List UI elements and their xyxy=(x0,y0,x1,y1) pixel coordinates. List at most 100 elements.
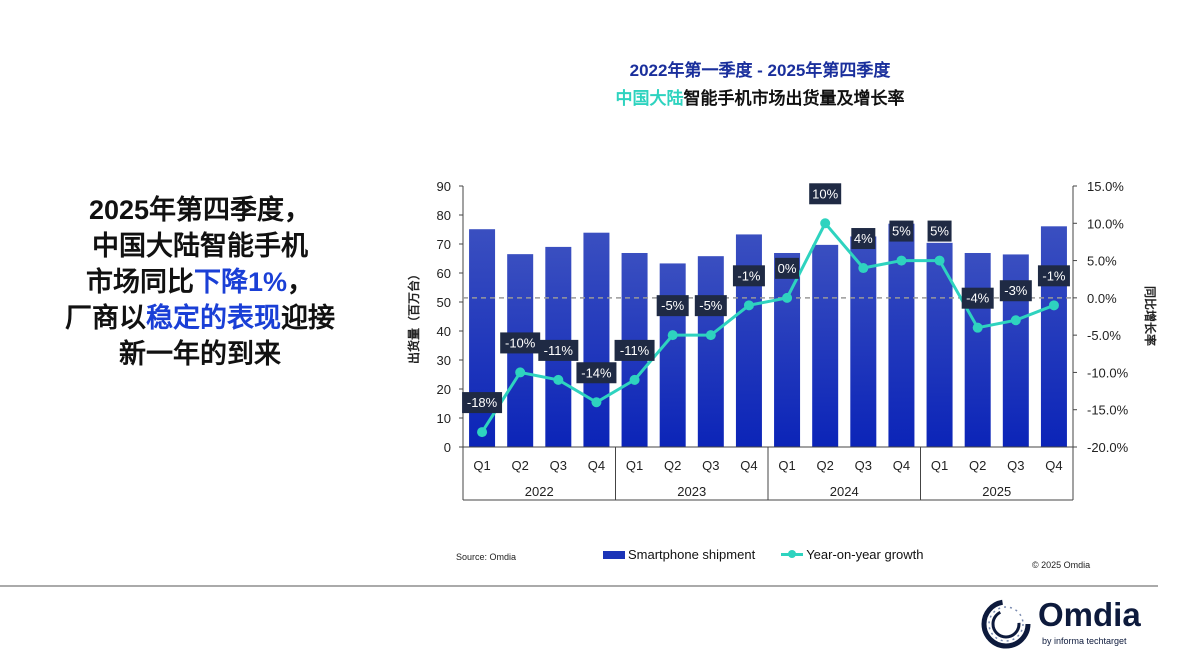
bar-12 xyxy=(926,242,953,447)
data-label: -3% xyxy=(1004,283,1028,298)
omdia-logo-icon xyxy=(981,599,1031,649)
data-label: -5% xyxy=(661,298,685,313)
growth-point-7 xyxy=(743,300,754,311)
chart-title: 中国大陆智能手机市场出货量及增长率 xyxy=(560,84,960,109)
x-tick-label: Q1 xyxy=(473,458,490,473)
data-label: -18% xyxy=(467,395,498,410)
x-tick-label: Q4 xyxy=(893,458,910,473)
data-label-box xyxy=(775,257,800,279)
data-label-box xyxy=(961,287,994,309)
growth-point-13 xyxy=(972,322,983,333)
y-tick-label: 90 xyxy=(437,179,451,194)
headline-line: 市场同比下降1%， xyxy=(30,264,370,300)
year-label: 2025 xyxy=(982,484,1011,499)
data-label-box xyxy=(1037,265,1070,287)
x-tick-label: Q2 xyxy=(969,458,986,473)
data-label: -14% xyxy=(581,365,612,380)
data-label-box xyxy=(927,220,952,242)
legend: Smartphone shipment Year-on-year growth xyxy=(603,547,924,562)
y-tick-label: 70 xyxy=(437,237,451,252)
legend-swatch-line xyxy=(781,550,804,558)
data-label: -11% xyxy=(620,343,650,358)
y2-tick-label: 10.0% xyxy=(1087,216,1124,231)
bar-0 xyxy=(469,229,496,447)
growth-point-6 xyxy=(705,330,716,341)
x-tick-label: Q4 xyxy=(588,458,605,473)
year-label: 2024 xyxy=(830,484,859,499)
bar-6 xyxy=(697,256,724,447)
bar-13 xyxy=(964,252,991,447)
headline: 2025年第四季度， 中国大陆智能手机 市场同比下降1%， 厂商以稳定的表现迎接… xyxy=(30,192,370,372)
y-tick-label: 0 xyxy=(444,440,451,455)
y2-tick-label: -10.0% xyxy=(1087,365,1129,380)
growth-point-12 xyxy=(934,255,945,266)
y-tick-label: 20 xyxy=(437,382,451,397)
growth-point-2 xyxy=(553,374,564,385)
y-tick-label: 10 xyxy=(437,411,451,426)
data-label-box xyxy=(462,392,503,414)
growth-point-9 xyxy=(820,218,831,229)
x-tick-label: Q1 xyxy=(626,458,643,473)
data-label-box xyxy=(732,265,765,287)
data-label: -5% xyxy=(699,298,723,313)
headline-text: 迎接 xyxy=(281,303,335,333)
chart-title-period: 2022年第一季度 - 2025年第四季度 xyxy=(629,61,891,80)
data-label-box xyxy=(889,220,914,242)
x-tick-label: Q3 xyxy=(702,458,719,473)
y-tick-label: 40 xyxy=(437,324,451,339)
legend-item-shipment: Smartphone shipment xyxy=(603,547,755,562)
y-tick-label: 60 xyxy=(437,266,451,281)
legend-label: Year-on-year growth xyxy=(806,547,924,562)
data-label-box xyxy=(999,280,1032,302)
data-label-box xyxy=(851,228,876,250)
growth-point-15 xyxy=(1048,300,1059,311)
y2-tick-label: -20.0% xyxy=(1087,440,1129,455)
x-tick-label: Q2 xyxy=(817,458,834,473)
y-tick-label: 30 xyxy=(437,353,451,368)
legend-item-growth: Year-on-year growth xyxy=(781,547,924,562)
data-label-box xyxy=(614,339,655,361)
x-tick-label: Q1 xyxy=(778,458,795,473)
data-label-box xyxy=(538,339,579,361)
data-label: 5% xyxy=(892,224,911,239)
x-tick-label: Q4 xyxy=(1045,458,1062,473)
growth-point-14 xyxy=(1010,315,1021,326)
data-label-box xyxy=(656,295,689,317)
logo-tagline: by informa techtarget xyxy=(1042,636,1127,646)
headline-line: 新一年的到来 xyxy=(119,339,281,369)
y2-tick-label: 0.0% xyxy=(1087,291,1117,306)
headline-text: 厂商以 xyxy=(65,303,146,333)
data-label: 4% xyxy=(854,231,873,246)
source-note: Source: Omdia xyxy=(456,552,517,562)
bar-9 xyxy=(812,244,839,447)
y2-tick-label: 15.0% xyxy=(1087,179,1124,194)
growth-point-8 xyxy=(782,292,793,303)
y2-tick-label: 5.0% xyxy=(1087,254,1117,269)
growth-point-0 xyxy=(477,427,488,438)
data-label: -1% xyxy=(737,268,761,283)
growth-point-11 xyxy=(896,255,907,266)
omdia-logo: Omdia by informa techtarget xyxy=(980,596,1150,650)
data-label: 5% xyxy=(930,224,949,239)
copyright: © 2025 Omdia xyxy=(1032,560,1091,570)
headline-line: 中国大陆智能手机 xyxy=(92,231,308,261)
growth-point-3 xyxy=(591,397,602,408)
bar-15 xyxy=(1040,226,1067,447)
x-tick-label: Q2 xyxy=(512,458,529,473)
title-highlight: 中国大陆 xyxy=(615,89,684,108)
y-tick-label: 80 xyxy=(437,208,451,223)
data-label: -10% xyxy=(505,335,536,350)
y-tick-label: 50 xyxy=(437,295,451,310)
growth-point-10 xyxy=(858,263,869,274)
bar-5 xyxy=(659,263,686,447)
x-tick-label: Q2 xyxy=(664,458,681,473)
y2-axis-label: 同比增长率 xyxy=(1143,286,1158,346)
logo-wordmark: Omdia xyxy=(1038,596,1141,633)
x-tick-label: Q3 xyxy=(1007,458,1024,473)
headline-text: 市场同比 xyxy=(85,267,194,297)
bar-8 xyxy=(774,252,801,447)
bar-3 xyxy=(583,232,610,447)
legend-swatch-bar xyxy=(603,550,625,559)
data-label-box xyxy=(576,362,617,384)
